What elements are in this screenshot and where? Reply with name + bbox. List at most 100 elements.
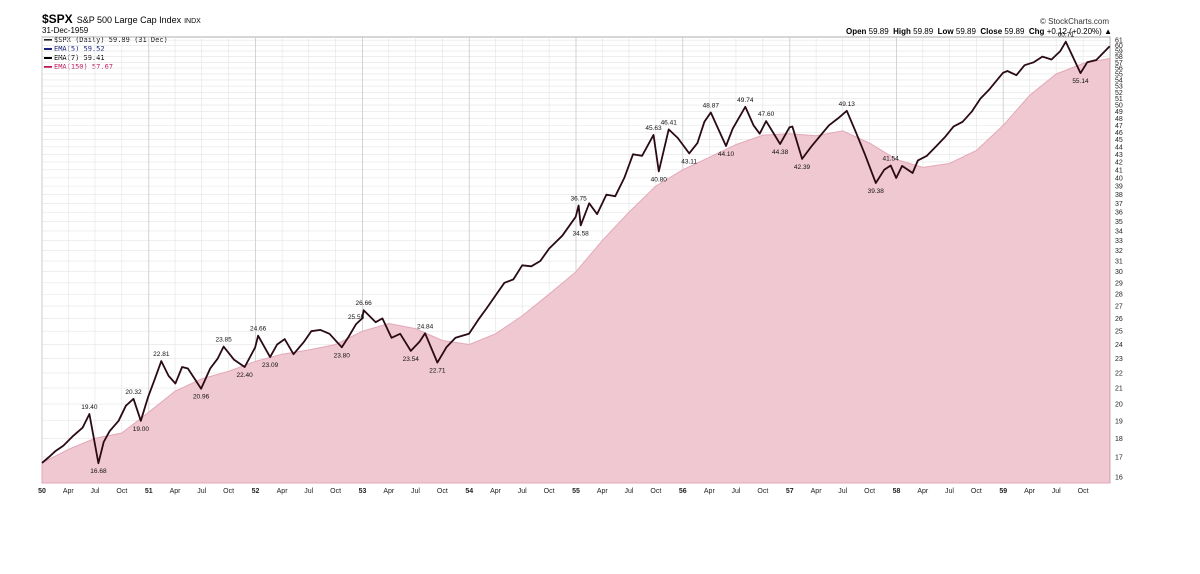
annotation-label: 46.41 [661,119,678,126]
legend-label: EMA(150) 57.67 [54,63,114,71]
y-tick-label: 32 [1115,248,1123,255]
y-tick-label: 18 [1115,436,1123,443]
y-tick-label: 29 [1115,280,1123,287]
y-tick-label: 17 [1115,455,1123,462]
x-tick-label: Apr [704,488,716,495]
x-tick-label: Apr [597,488,609,495]
x-tick-label: Oct [544,488,555,495]
y-tick-label: 59 [1115,49,1123,56]
y-tick-label: 56 [1115,66,1123,73]
annotation-label: 19.00 [133,426,150,433]
x-tick-label: Jul [518,488,527,495]
x-tick-label: Jul [411,488,420,495]
y-tick-label: 36 [1115,210,1123,217]
annotation-label: 47.60 [758,111,775,118]
y-tick-label: 55 [1115,71,1123,78]
x-tick-label: Jul [838,488,847,495]
legend-item-ema5: EMA(5) 59.52 [44,45,168,54]
annotation-label: 36.75 [570,196,587,203]
x-tick-label: Jul [197,488,206,495]
x-tick-label: Jul [731,488,740,495]
annotation-label: 23.80 [334,352,351,359]
y-tick-label: 31 [1115,259,1123,266]
annotation-label: 23.54 [403,356,420,363]
x-tick-label: Apr [490,488,502,495]
high-label: High [893,27,911,36]
quote-bar: Open 59.89 High 59.89 Low 59.89 Close 59… [846,27,1112,36]
annotation-label: 22.40 [237,372,254,379]
chg-value: +0.12 (+0.20%) [1046,27,1102,36]
y-tick-label: 49 [1115,109,1123,116]
y-tick-label: 41 [1115,167,1123,174]
y-tick-label: 16 [1115,474,1123,481]
x-tick-label: Apr [1024,488,1036,495]
low-value: 59.89 [955,27,976,36]
y-tick-label: 34 [1115,228,1123,235]
annotation-label: 48.87 [703,103,720,110]
y-tick-label: 24 [1115,342,1123,349]
y-tick-label: 40 [1115,175,1123,182]
legend-label: EMA(5) 59.52 [54,45,105,53]
y-tick-label: 42 [1115,159,1123,166]
y-tick-label: 57 [1115,60,1123,67]
x-tick-label: Apr [170,488,182,495]
x-tick-label: Jul [624,488,633,495]
x-tick-label: Apr [277,488,289,495]
annotation-label: 49.74 [737,97,754,104]
annotation-label: 20.32 [125,389,142,396]
y-tick-label: 35 [1115,219,1123,226]
up-triangle-icon: ▲ [1104,27,1112,36]
annotation-label: 34.58 [573,230,590,237]
x-tick-label: 57 [786,488,794,495]
y-tick-label: 46 [1115,130,1123,137]
x-tick-label: 55 [572,488,580,495]
x-tick-label: 56 [679,488,687,495]
y-tick-label: 37 [1115,201,1123,208]
y-tick-label: 45 [1115,137,1123,144]
x-tick-label: 52 [252,488,260,495]
exchange-label: INDX [184,18,201,25]
price-line [41,40,1111,465]
x-tick-label: 59 [999,488,1007,495]
y-tick-label: 25 [1115,329,1123,336]
x-tick-label: Oct [437,488,448,495]
x-tick-label: Oct [330,488,341,495]
annotation-label: 16.68 [90,468,107,475]
y-tick-label: 48 [1115,116,1123,123]
x-tick-label: 53 [359,488,367,495]
ticker-symbol: $SPX [42,12,73,26]
legend-swatch [44,57,52,59]
close-label: Close [980,27,1003,36]
y-tick-label: 54 [1115,77,1123,84]
y-tick-label: 39 [1115,184,1123,191]
x-tick-label: Jul [90,488,99,495]
x-tick-label: Jul [304,488,313,495]
y-tick-label: 30 [1115,269,1123,276]
y-tick-label: 50 [1115,103,1123,110]
high-value: 59.89 [913,27,934,36]
annotation-label: 22.81 [153,351,170,358]
x-tick-label: 54 [465,488,473,495]
y-tick-label: 23 [1115,356,1123,363]
y-tick-label: 33 [1115,238,1123,245]
y-tick-label: 20 [1115,402,1123,409]
annotation-label: 22.71 [429,368,446,375]
low-label: Low [937,27,954,36]
annotation-label: 26.66 [356,300,373,307]
annotation-label: 45.63 [645,125,662,132]
brand-logo[interactable]: © StockCharts.com [1040,17,1110,26]
y-tick-label: 27 [1115,304,1123,311]
legend-label: EMA(7) 59.41 [54,54,105,62]
x-tick-label: Oct [116,488,127,495]
x-tick-label: Apr [63,488,75,495]
y-tick-label: 47 [1115,123,1123,130]
x-tick-label: 50 [38,488,46,495]
y-tick-label: 51 [1115,96,1123,103]
y-tick-label: 38 [1115,192,1123,199]
legend-swatch [44,66,52,68]
x-tick-label: Jul [945,488,954,495]
x-tick-label: Apr [917,488,929,495]
y-tick-label: 21 [1115,386,1123,393]
annotation-label: 44.10 [718,151,735,158]
